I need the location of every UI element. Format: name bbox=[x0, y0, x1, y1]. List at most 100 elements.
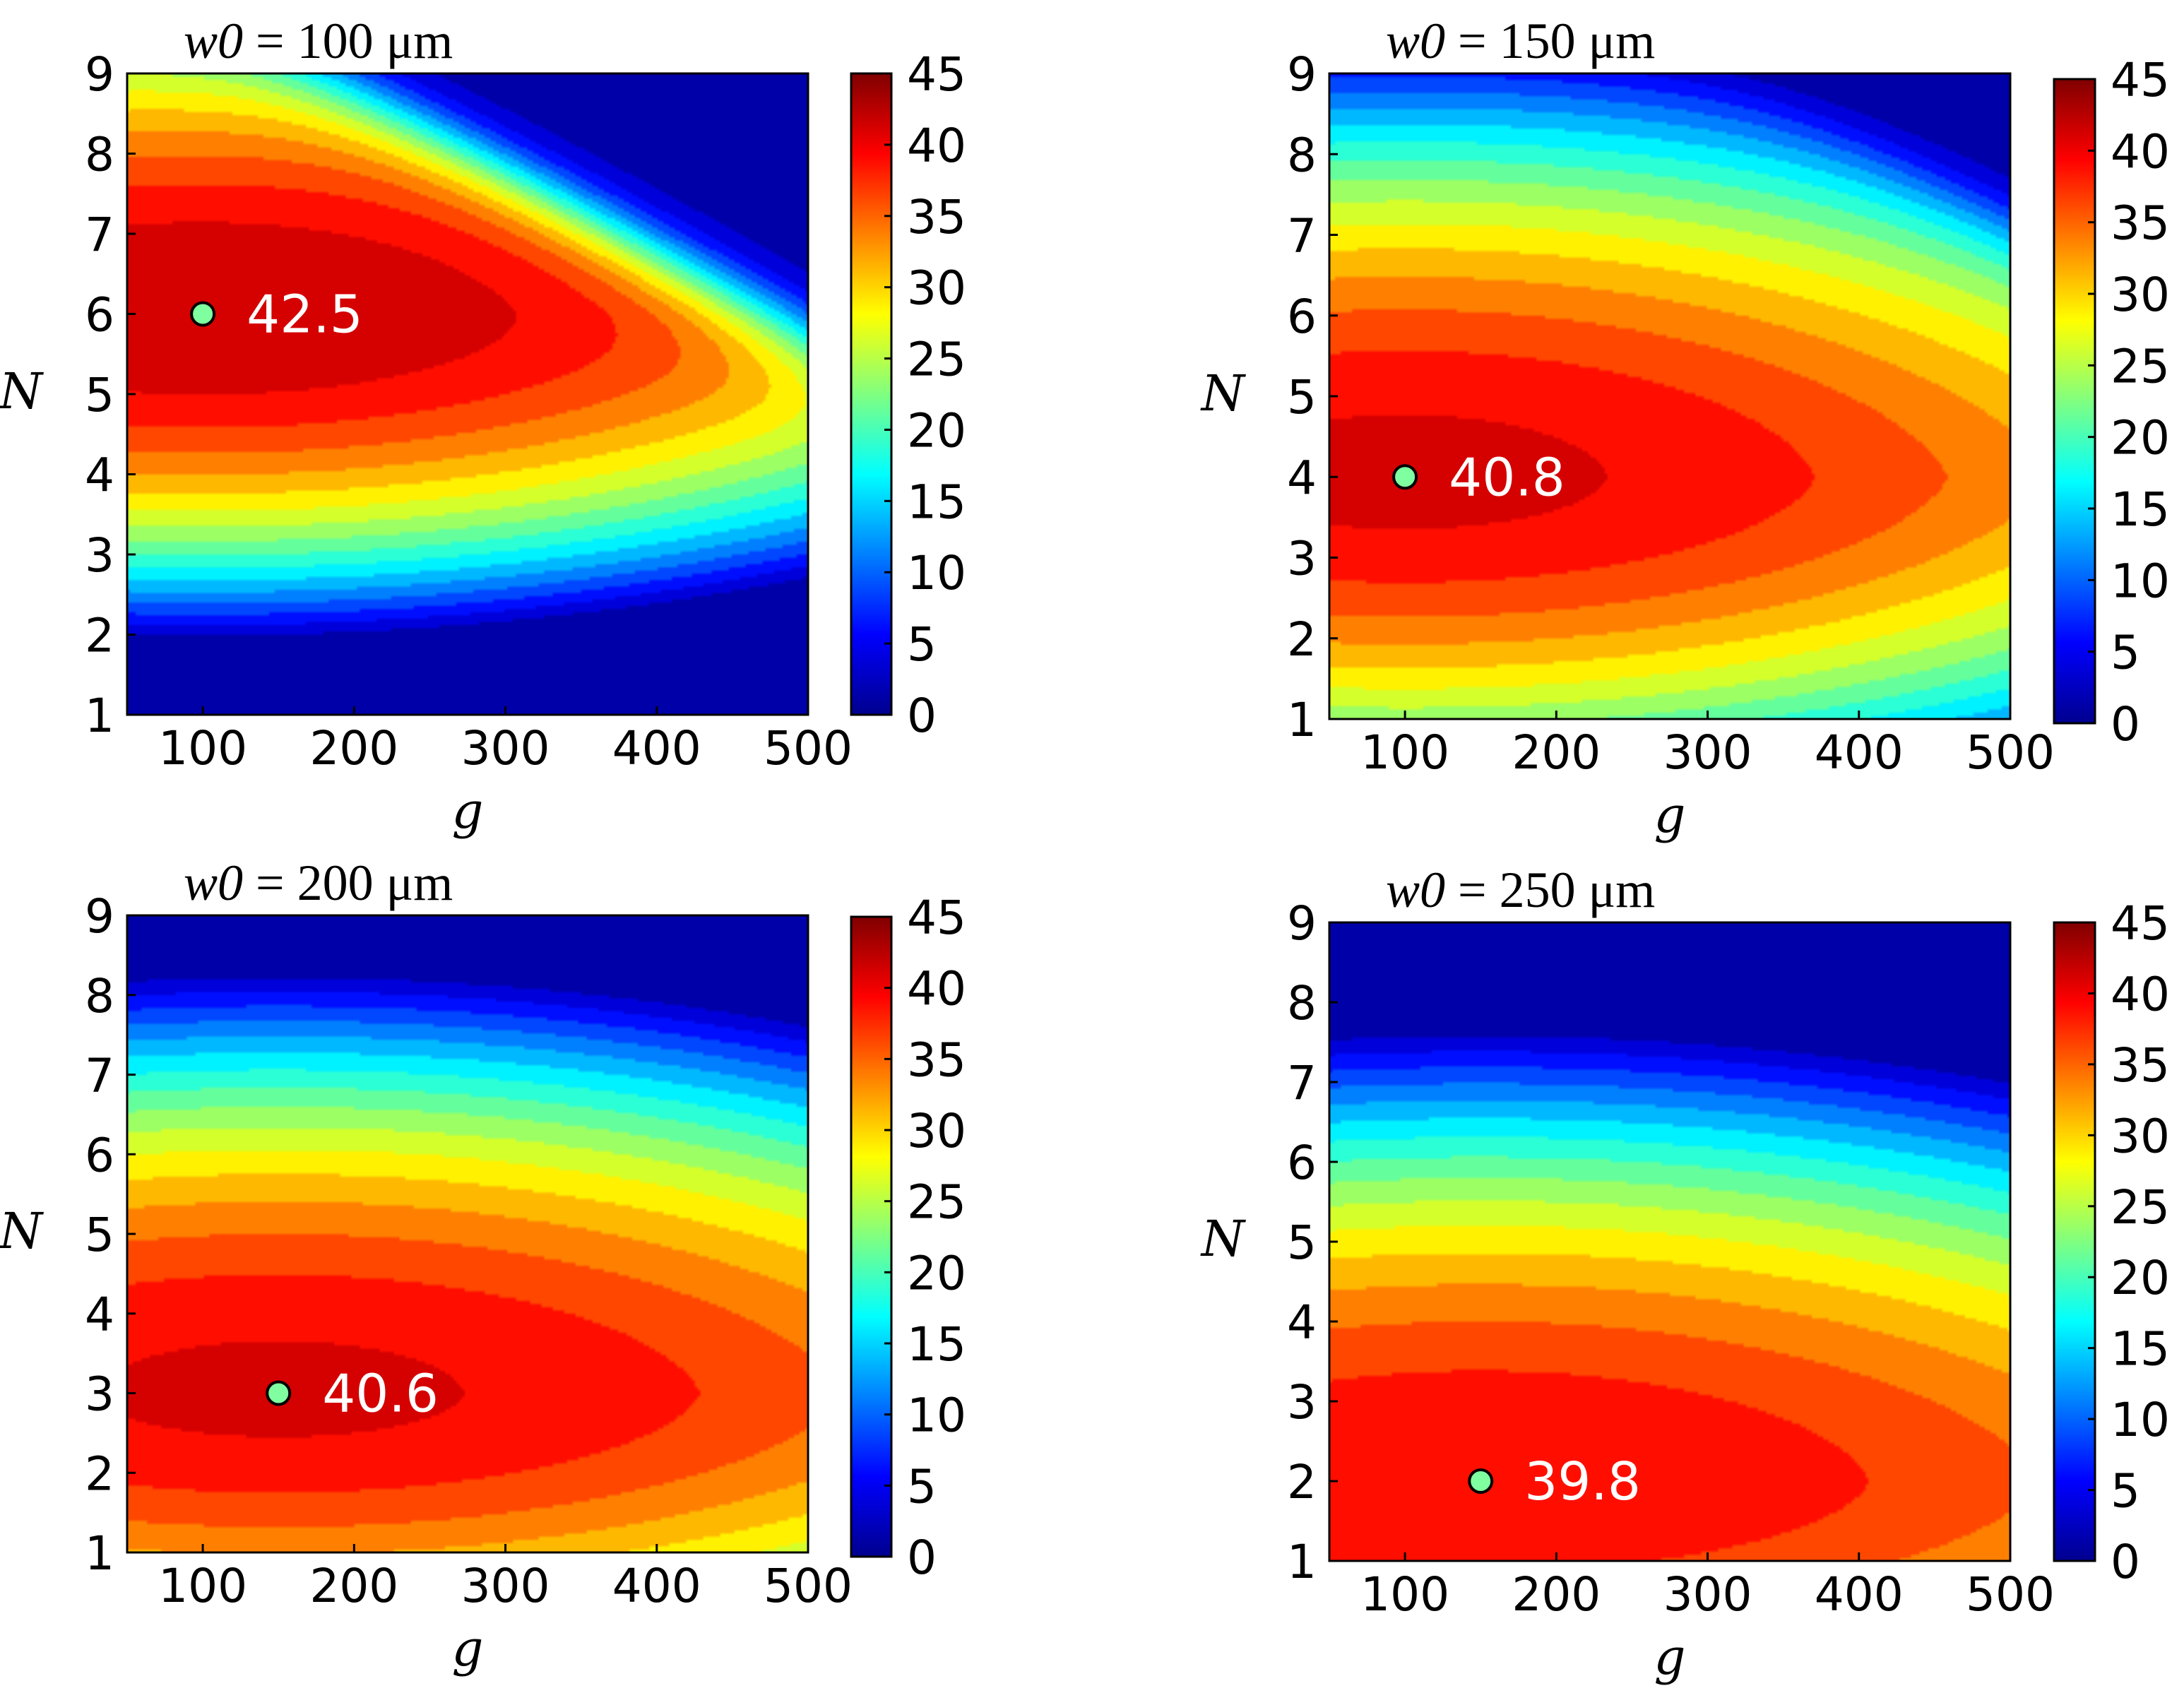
x-tick-label: 100 bbox=[1360, 725, 1449, 780]
y-tick-label: 9 bbox=[1287, 47, 1317, 102]
y-tick-label: 9 bbox=[85, 889, 114, 944]
y-tick-label: 5 bbox=[85, 1208, 114, 1262]
y-tick-label: 2 bbox=[1287, 1455, 1317, 1509]
peak-value-label: 40.8 bbox=[1449, 447, 1565, 508]
y-tick-label: 9 bbox=[1287, 896, 1317, 951]
x-tick-label: 500 bbox=[764, 1559, 853, 1613]
colorbar-tick-label: 45 bbox=[2111, 53, 2170, 107]
colorbar-tick-label: 40 bbox=[2111, 967, 2170, 1021]
y-tick-label: 5 bbox=[1287, 370, 1317, 424]
panel-title: w0 = 200 μm bbox=[184, 855, 453, 911]
y-tick-label: 4 bbox=[85, 1288, 114, 1342]
peak-value-label: 39.8 bbox=[1524, 1451, 1641, 1512]
x-tick-label: 500 bbox=[1966, 1567, 2055, 1622]
colorbar-tick-label: 0 bbox=[907, 1531, 937, 1585]
colorbar-tick-label: 30 bbox=[2111, 268, 2170, 322]
colorbar bbox=[2053, 921, 2096, 1562]
colorbar-tick-label: 0 bbox=[2111, 1535, 2140, 1589]
peak-marker bbox=[1392, 464, 1418, 490]
colorbar-tick-label: 20 bbox=[2111, 1251, 2170, 1305]
y-tick-label: 7 bbox=[1287, 209, 1317, 263]
y-tick-label: 2 bbox=[85, 1447, 114, 1501]
x-tick-label: 200 bbox=[309, 721, 398, 776]
colorbar-tick-label: 5 bbox=[907, 617, 937, 672]
colorbar-tick-label: 25 bbox=[2111, 1180, 2170, 1235]
x-tick-label: 100 bbox=[158, 721, 247, 776]
x-axis-label: g bbox=[1654, 1628, 1686, 1686]
x-tick-label: 100 bbox=[158, 1559, 247, 1613]
colorbar-tick-label: 10 bbox=[907, 546, 966, 600]
colorbar-tick-label: 15 bbox=[907, 1317, 966, 1372]
colorbar-tick-label: 45 bbox=[907, 891, 966, 945]
y-tick-label: 6 bbox=[1287, 1136, 1317, 1190]
colorbar bbox=[850, 72, 893, 716]
colorbar-tick-label: 0 bbox=[2111, 697, 2140, 752]
x-axis-label: g bbox=[1654, 786, 1686, 844]
y-tick-label: 6 bbox=[85, 1128, 114, 1182]
contour-field bbox=[127, 915, 808, 1552]
y-tick-label: 7 bbox=[1287, 1056, 1317, 1110]
colorbar-tick-label: 40 bbox=[907, 119, 966, 173]
y-axis-label: N bbox=[0, 362, 44, 420]
colorbar bbox=[2053, 78, 2096, 725]
colorbar-tick-label: 20 bbox=[907, 1246, 966, 1300]
colorbar bbox=[850, 915, 893, 1558]
y-tick-label: 1 bbox=[85, 1526, 114, 1581]
x-axis-label: g bbox=[452, 1620, 484, 1677]
y-tick-label: 8 bbox=[85, 969, 114, 1023]
colorbar-tick-label: 5 bbox=[2111, 1464, 2140, 1519]
colorbar-tick-label: 30 bbox=[907, 261, 966, 316]
colorbar-tick-label: 45 bbox=[2111, 896, 2170, 951]
colorbar-tick-label: 35 bbox=[907, 1033, 966, 1087]
y-tick-label: 8 bbox=[1287, 976, 1317, 1030]
y-axis-label: N bbox=[1200, 1210, 1247, 1268]
x-tick-label: 500 bbox=[764, 721, 853, 776]
peak-value-label: 40.6 bbox=[322, 1364, 439, 1425]
colorbar-tick-label: 20 bbox=[2111, 411, 2170, 465]
x-tick-label: 200 bbox=[1512, 725, 1601, 780]
y-tick-label: 9 bbox=[85, 47, 114, 102]
peak-marker bbox=[1468, 1468, 1494, 1494]
colorbar-tick-label: 15 bbox=[907, 475, 966, 529]
colorbar-tick-label: 30 bbox=[907, 1104, 966, 1158]
x-tick-label: 100 bbox=[1360, 1567, 1449, 1622]
y-tick-label: 3 bbox=[1287, 532, 1317, 586]
y-tick-label: 3 bbox=[1287, 1375, 1317, 1430]
colorbar-tick-label: 35 bbox=[907, 190, 966, 244]
x-tick-label: 300 bbox=[461, 721, 550, 776]
colorbar-tick-label: 5 bbox=[2111, 626, 2140, 680]
colorbar-tick-label: 45 bbox=[907, 47, 966, 102]
x-axis-label: g bbox=[452, 782, 484, 840]
y-tick-label: 4 bbox=[1287, 1295, 1317, 1350]
y-tick-label: 4 bbox=[85, 449, 114, 503]
y-tick-label: 6 bbox=[1287, 290, 1317, 344]
y-tick-label: 1 bbox=[85, 689, 114, 743]
y-tick-label: 6 bbox=[85, 288, 114, 343]
colorbar-tick-label: 15 bbox=[2111, 482, 2170, 537]
x-tick-label: 400 bbox=[1815, 725, 1904, 780]
peak-value-label: 42.5 bbox=[247, 285, 363, 345]
panel-title: w0 = 150 μm bbox=[1386, 13, 1655, 69]
colorbar-tick-label: 35 bbox=[2111, 1038, 2170, 1093]
x-tick-label: 300 bbox=[461, 1559, 550, 1613]
y-tick-label: 7 bbox=[85, 208, 114, 262]
colorbar-tick-label: 25 bbox=[2111, 339, 2170, 393]
y-axis-label: N bbox=[0, 1202, 44, 1260]
peak-marker bbox=[190, 301, 216, 327]
colorbar-tick-label: 40 bbox=[2111, 124, 2170, 179]
colorbar-tick-label: 25 bbox=[907, 333, 966, 387]
y-tick-label: 1 bbox=[1287, 1535, 1317, 1589]
x-tick-label: 500 bbox=[1966, 725, 2055, 780]
colorbar-tick-label: 10 bbox=[907, 1389, 966, 1443]
y-tick-label: 4 bbox=[1287, 451, 1317, 505]
y-tick-label: 3 bbox=[85, 1367, 114, 1422]
colorbar-tick-label: 0 bbox=[907, 689, 937, 743]
y-tick-label: 2 bbox=[85, 609, 114, 663]
y-tick-label: 5 bbox=[1287, 1216, 1317, 1270]
colorbar-tick-label: 15 bbox=[2111, 1322, 2170, 1377]
